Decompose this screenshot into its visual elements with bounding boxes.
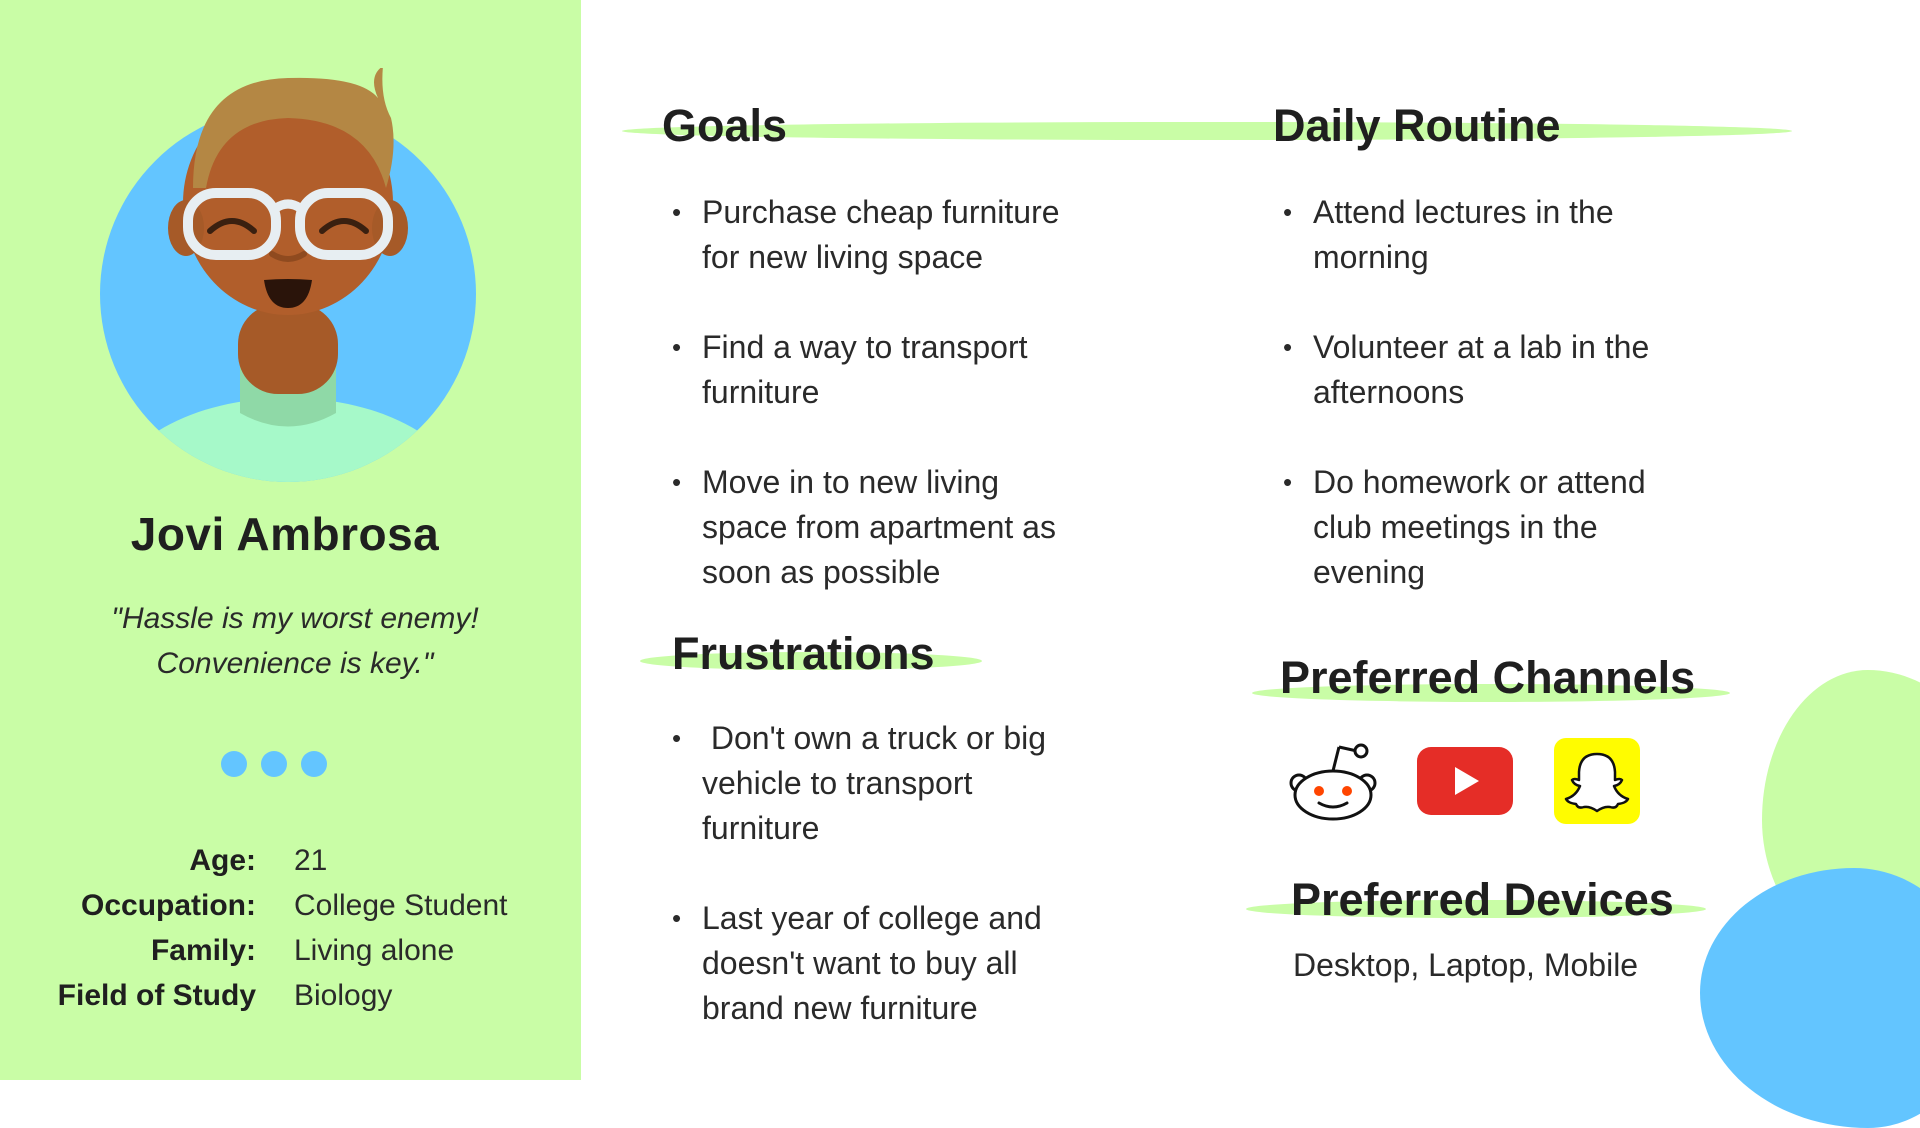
- info-row-field-of-study: Field of Study Biology: [0, 973, 508, 1018]
- reddit-icon: [1285, 737, 1381, 825]
- info-label: Family:: [150, 933, 256, 967]
- info-value: College Student: [294, 888, 508, 922]
- channel-icons: [1285, 737, 1645, 825]
- quote-line-1: "Hassle is my worst enemy!: [111, 602, 479, 635]
- person-with-glasses-avatar: [100, 68, 476, 482]
- snapchat-icon: [1549, 737, 1645, 825]
- persona-quote: "Hassle is my worst enemy! Convenience i…: [60, 596, 530, 686]
- info-label: Age:: [189, 843, 256, 877]
- daily-routine-title: Daily Routine: [1273, 100, 1561, 151]
- dot: [261, 751, 287, 777]
- info-label: Field of Study: [57, 978, 256, 1012]
- info-value: Biology: [294, 978, 393, 1012]
- frustrations-title: Frustrations: [672, 628, 935, 679]
- dot-separator: [221, 751, 327, 777]
- devices-brush-stroke: [1246, 900, 1706, 918]
- info-label: Occupation:: [80, 888, 256, 922]
- info-value: 21: [294, 843, 328, 877]
- info-row-age: Age: 21: [0, 838, 508, 883]
- info-value: Living alone: [294, 933, 455, 967]
- preferred-devices-title: Preferred Devices: [1291, 874, 1674, 925]
- preferred-channels-title: Preferred Channels: [1280, 652, 1696, 703]
- persona-sidebar: Jovi Ambrosa "Hassle is my worst enemy! …: [0, 0, 581, 1080]
- goals-title: Goals: [662, 100, 788, 151]
- persona-name: Jovi Ambrosa: [130, 508, 440, 560]
- goals-brush-stroke: [622, 122, 1792, 140]
- channels-brush-stroke: [1252, 684, 1730, 702]
- quote-line-2: Convenience is key.": [156, 647, 434, 680]
- dot: [221, 751, 247, 777]
- persona-info: Age: 21 Occupation: College Student Fami…: [0, 838, 508, 1018]
- info-row-occupation: Occupation: College Student: [0, 883, 508, 928]
- dot: [301, 751, 327, 777]
- decorative-blue-blob: [1700, 868, 1920, 1128]
- frustrations-brush-stroke: [640, 652, 982, 670]
- preferred-devices-text: Desktop, Laptop, Mobile: [1293, 947, 1639, 983]
- info-row-family: Family: Living alone: [0, 928, 508, 973]
- youtube-icon: [1417, 737, 1513, 825]
